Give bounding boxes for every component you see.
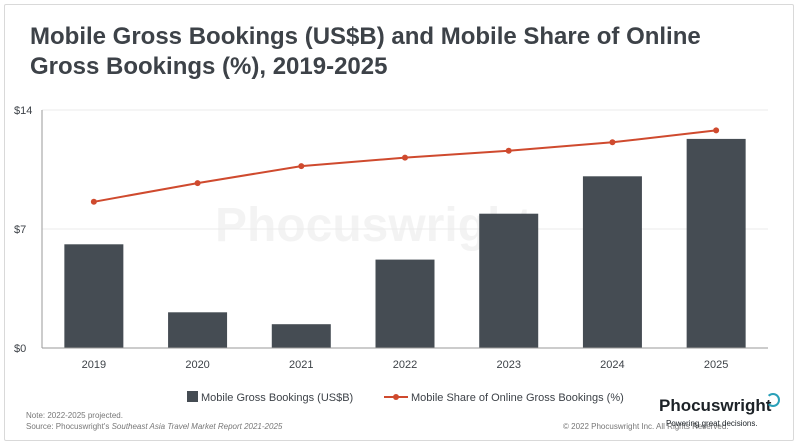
x-tick-label-2023: 2023 — [496, 359, 520, 371]
x-tick-label-2021: 2021 — [289, 359, 313, 371]
footer-note: Note: 2022-2025 projected. Source: Phocu… — [26, 410, 282, 432]
bar-2021 — [271, 324, 331, 348]
line-point-2019 — [90, 198, 97, 205]
x-tick-label-2025: 2025 — [704, 359, 728, 371]
x-tick-label-2024: 2024 — [600, 359, 624, 371]
line-point-2024 — [609, 139, 616, 146]
legend-label-bookings: Mobile Gross Bookings (US$B) — [201, 392, 353, 404]
source-report-name: Southeast Asia Travel Market Report 2021… — [111, 422, 283, 431]
line-point-2020 — [194, 180, 201, 187]
chart-frame — [4, 4, 794, 441]
chart-title-line-2: Gross Bookings (%), 2019-2025 — [30, 53, 388, 80]
source-prefix: Source: Phocuswright's — [26, 422, 112, 431]
bar-2019 — [64, 244, 124, 348]
logo-swoosh-icon — [766, 393, 780, 407]
legend-marker-share — [393, 394, 399, 400]
x-tick-label-2022: 2022 — [393, 359, 417, 371]
x-tick-label-2020: 2020 — [185, 359, 209, 371]
source-text: Source: Phocuswright's Southeast Asia Tr… — [26, 421, 282, 432]
note-text: Note: 2022-2025 projected. — [26, 411, 123, 420]
logo-tagline: Powering great decisions. — [666, 419, 758, 428]
bar-2022 — [375, 259, 435, 348]
chart-title-line-1: Mobile Gross Bookings (US$B) and Mobile … — [30, 23, 701, 50]
y-tick-label-1: $7 — [14, 224, 26, 236]
x-tick-label-2019: 2019 — [82, 359, 106, 371]
bar-2025 — [686, 138, 746, 348]
y-tick-label-2: $14 — [14, 105, 32, 117]
bar-2023 — [479, 213, 539, 348]
bar-2020 — [168, 312, 228, 348]
line-point-2021 — [298, 163, 305, 170]
chart-title: Mobile Gross Bookings (US$B) and Mobile … — [30, 22, 750, 82]
line-point-2025 — [713, 127, 720, 134]
legend-swatch-bookings — [187, 391, 198, 402]
y-tick-label-0: $0 — [14, 343, 26, 355]
bar-2024 — [582, 176, 642, 348]
copyright-text: © 2022 Phocuswright Inc. All Rights Rese… — [563, 422, 729, 431]
line-point-2022 — [402, 154, 408, 161]
phocuswright-logo: Phocuswright — [659, 396, 772, 415]
legend-label-share: Mobile Share of Online Gross Bookings (%… — [411, 392, 624, 404]
line-point-2023 — [505, 147, 512, 154]
